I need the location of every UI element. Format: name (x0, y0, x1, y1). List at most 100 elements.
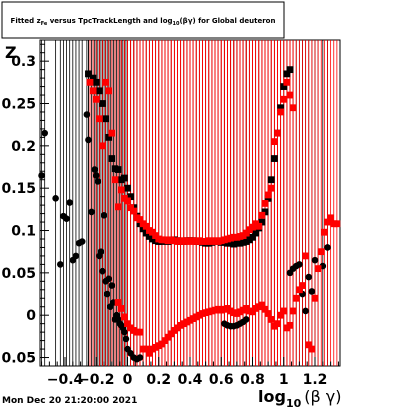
data-point-red-square (105, 87, 113, 95)
data-point-black-circle (85, 136, 92, 144)
data-point-black-circle (66, 199, 73, 206)
x-axis-label-beta-gamma: (β γ) (304, 387, 341, 406)
data-point-black-square (120, 174, 128, 182)
data-point-red-square (89, 87, 97, 95)
data-point-red-square (277, 108, 285, 116)
data-point-red-square (136, 216, 144, 223)
data-point-red-square (145, 349, 153, 357)
x-axis-ticks: −0.4−0.2 0 0.2 0.4 0.6 0.8 1 1.2 (41, 357, 339, 388)
data-point-black-circle (63, 215, 70, 222)
data-point-black-circle (57, 261, 64, 268)
data-point-red-square (124, 197, 131, 205)
data-point-red-square (99, 142, 106, 150)
data-point-black-square (280, 83, 288, 90)
data-point-red-square (267, 184, 275, 192)
data-point-red-square (274, 129, 281, 137)
data-point-red-square (130, 207, 138, 215)
title-part-1: Fitted z (11, 17, 41, 25)
data-point-red-square (277, 311, 285, 319)
data-point-black-circle (242, 316, 250, 323)
data-point-red-square (111, 176, 119, 184)
data-point-black-circle (311, 256, 319, 264)
data-point-black-square (85, 70, 92, 78)
x-tick-label: 1.2 (303, 372, 328, 388)
x-tick-label: 0.6 (209, 372, 234, 388)
data-point-black-square (114, 166, 122, 173)
data-point-black-square (92, 78, 100, 86)
data-point-red-square (92, 95, 100, 103)
data-point-red-square (280, 307, 288, 315)
data-point-red-square (261, 305, 269, 313)
data-point-black-square (286, 66, 294, 74)
data-point-black-square (89, 74, 97, 82)
data-point-red-square (142, 345, 150, 353)
data-point-black-circle (296, 261, 303, 268)
data-point-red-square (308, 345, 316, 353)
data-point-red-square (102, 78, 110, 86)
title-subscript-2: 10 (173, 21, 180, 27)
data-point-red-square (86, 78, 94, 86)
data-point-red-square (258, 301, 266, 309)
x-tick-label: 1 (279, 372, 289, 388)
data-point-red-square (264, 310, 272, 317)
y-tick-label: 0 (26, 308, 36, 324)
data-point-black-circle (94, 178, 102, 185)
data-point-red-square (292, 294, 300, 302)
data-point-black-circle (100, 211, 108, 219)
data-point-black-square (267, 176, 275, 184)
data-point-black-square (102, 115, 110, 123)
data-point-black-circle (83, 111, 91, 118)
x-tick-label: 0.8 (240, 372, 265, 388)
data-point-red-square (142, 222, 150, 230)
data-point-black-circle (305, 273, 313, 281)
y-tick-label: 0.3 (11, 54, 36, 70)
data-point-black-circle (136, 354, 144, 361)
data-point-red-square (270, 138, 278, 146)
y-tick-label: 0.25 (1, 97, 36, 113)
title-box-frame (1, 1, 285, 39)
y-tick-label: −0.05 (0, 351, 36, 367)
data-point-red-square (286, 91, 294, 99)
footer-timestamp: Mon Dec 20 21:20:00 2021 (2, 396, 137, 406)
y-axis-ticks: −0.05 0 0.05 0.1 0.15 0.2 0.25 0.3 (0, 43, 49, 367)
data-point-red-square (114, 203, 122, 211)
data-point-black-circle (105, 275, 113, 283)
data-point-red-square (108, 129, 116, 137)
chart-title: Fitted zFe versus TpcTrackLength and log… (11, 17, 276, 27)
data-point-black-square (95, 87, 103, 95)
data-point-red-square (274, 320, 281, 328)
data-point-black-circle (52, 195, 59, 202)
data-point-red-square (117, 305, 125, 312)
data-point-red-square (311, 294, 319, 302)
title-box: Fitted zFe versus TpcTrackLength and log… (1, 1, 285, 39)
y-axis-label-fragment: Z (5, 43, 17, 62)
data-point-black-square (252, 229, 260, 237)
x-tick-label: 0 (123, 372, 133, 388)
data-point-red-square (117, 186, 125, 194)
data-point-black-square (99, 100, 106, 107)
data-point-red-square (333, 220, 341, 228)
data-point-black-circle (121, 328, 128, 336)
data-point-black-square (127, 193, 135, 201)
data-point-red-square (299, 282, 306, 289)
data-point-black-circle (78, 238, 86, 245)
data-point-black-circle (92, 172, 100, 179)
data-point-red-square (327, 214, 335, 222)
data-point-red-square (95, 115, 103, 123)
x-tick-label: −0.2 (78, 372, 115, 388)
data-point-black-circle (308, 288, 316, 295)
data-point-black-square (249, 233, 256, 241)
data-point-red-square (255, 222, 263, 230)
data-point-black-circle (302, 307, 309, 315)
data-point-black-circle (324, 244, 331, 251)
data-point-red-square (283, 78, 291, 86)
data-point-red-square (295, 286, 303, 294)
data-point-red-square (124, 320, 131, 328)
y-tick-label: 0.1 (11, 224, 36, 240)
data-point-black-square (124, 184, 131, 192)
data-point-black-square (277, 104, 285, 112)
data-markers (38, 66, 341, 363)
data-point-red-square (114, 299, 122, 306)
data-point-black-circle (97, 248, 105, 255)
data-point-black-circle (99, 267, 106, 275)
